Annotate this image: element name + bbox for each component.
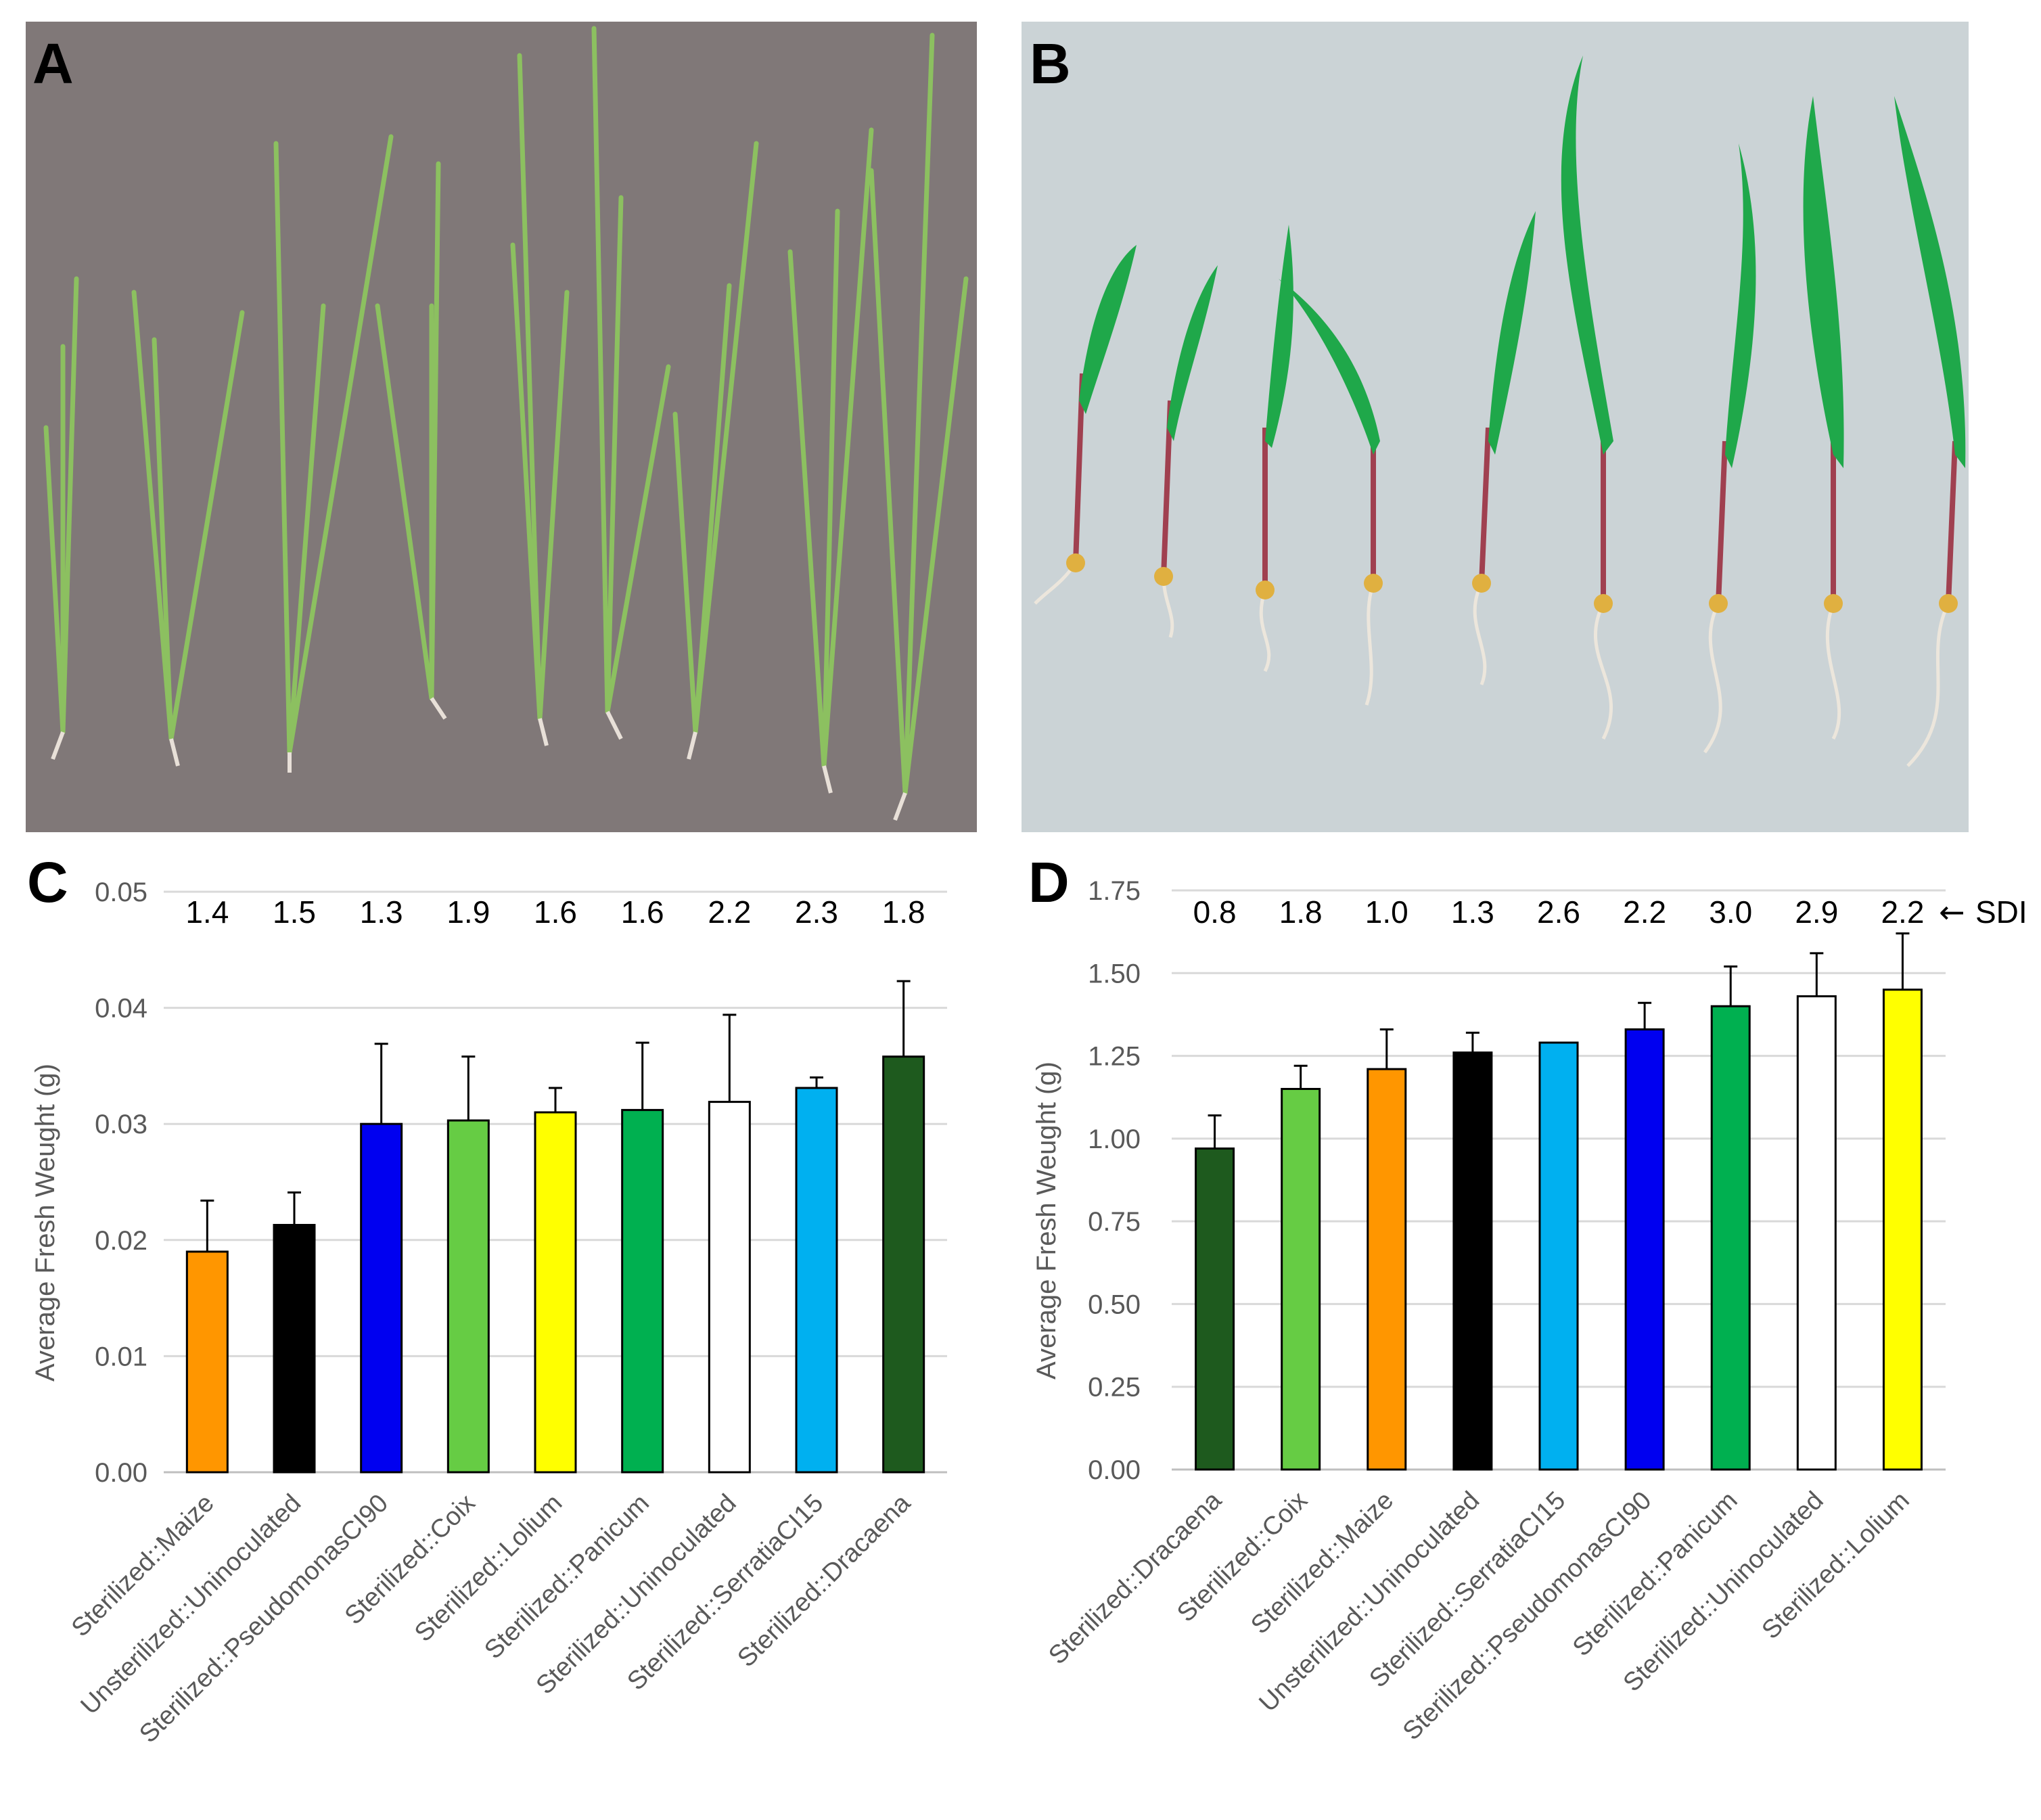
sdi-value: 1.4 [185, 894, 229, 930]
bar [1796, 995, 1837, 1471]
y-tick-label: 0.25 [1088, 1373, 1141, 1403]
panel-label-b: B [1030, 32, 1071, 95]
sdi-value: 2.2 [708, 894, 751, 930]
bar [1538, 1041, 1579, 1471]
y-tick-label: 1.25 [1088, 1042, 1141, 1072]
y-tick-label: 0.02 [95, 1226, 147, 1256]
category-label: Sterilized::Maize [66, 1489, 220, 1643]
y-tick-label: 1.00 [1088, 1124, 1141, 1154]
sdi-value: 2.2 [1881, 894, 1924, 930]
photo-a [26, 22, 977, 832]
bar [795, 1087, 838, 1474]
bar [1882, 988, 1923, 1471]
sdi-value: 2.9 [1795, 894, 1838, 930]
maize-seedlings-illustration [1022, 22, 1969, 832]
y-axis-label: Average Fresh Weught (g) [1032, 1062, 1061, 1380]
chart-c-group: 0.00 0.01 0.02 0.03 0.04 0.05 Average Fresh We… [30, 878, 947, 1748]
y-tick-label: 0.01 [95, 1342, 147, 1371]
sdi-value: 1.0 [1365, 894, 1408, 930]
rice-seedlings-illustration [26, 22, 977, 832]
bar [273, 1223, 316, 1474]
sdi-value: 1.6 [621, 894, 664, 930]
bar [1710, 1005, 1751, 1471]
sdi-value: 2.3 [795, 894, 838, 930]
photo-b [1022, 22, 1969, 832]
category-label: Sterilized::Panicum [479, 1489, 655, 1665]
category-label: Sterilized::Lolium [409, 1489, 568, 1647]
maize-leaves [1079, 55, 1966, 468]
maize-roots [1034, 562, 1950, 767]
sdi-value: 1.9 [446, 894, 490, 930]
sdi-value: 3.0 [1709, 894, 1752, 930]
bar [1452, 1051, 1493, 1471]
bar [1281, 1087, 1321, 1471]
bar [708, 1101, 751, 1474]
bar [621, 1109, 664, 1474]
category-label: Sterilized::Lolium [1757, 1486, 1915, 1645]
panel-label-c: C [27, 850, 68, 914]
panel-label-a: A [32, 32, 74, 95]
category-label: Sterilized::Panicum [1567, 1486, 1743, 1662]
y-tick-label: 1.75 [1088, 876, 1141, 906]
y-tick-label: 0.04 [95, 994, 147, 1024]
bar [1195, 1147, 1235, 1471]
y-tick-label: 0.00 [95, 1458, 147, 1488]
maize-stems [1073, 373, 1958, 604]
y-tick-label: 0.75 [1088, 1207, 1141, 1237]
bar [534, 1111, 577, 1474]
y-tick-label: 1.50 [1088, 959, 1141, 988]
category-label: Sterilized::Maize [1245, 1486, 1399, 1640]
category-label: Sterilized::Dracaena [732, 1488, 916, 1673]
y-tick-label: 0.05 [95, 878, 147, 907]
sdi-value: 1.5 [273, 894, 316, 930]
sdi-value: 1.3 [360, 894, 403, 930]
sdi-value: 0.8 [1193, 894, 1237, 930]
y-tick-label: 0.50 [1088, 1290, 1141, 1319]
sdi-arrow-icon: ← [1939, 894, 1965, 930]
panel-label-d: D [1028, 850, 1070, 914]
bar [446, 1119, 490, 1474]
sdi-value: 2.6 [1537, 894, 1580, 930]
y-tick-label: 0.03 [95, 1110, 147, 1139]
sdi-value: 1.6 [534, 894, 577, 930]
sdi-label: SDI [1975, 894, 2027, 930]
bar [360, 1122, 403, 1474]
rice-seedlings [43, 26, 969, 796]
bar [1367, 1068, 1407, 1471]
sdi-value: 1.3 [1451, 894, 1494, 930]
sdi-value: 1.8 [1279, 894, 1323, 930]
maize-seeds [1066, 553, 1958, 613]
sdi-value: 2.2 [1623, 894, 1666, 930]
y-tick-label: 0.00 [1088, 1455, 1141, 1485]
bar [185, 1250, 229, 1474]
chart-d-group: 0.00 0.25 0.50 0.75 1.00 1.25 1.50 1.75 Average … [1032, 876, 1946, 1746]
bar [882, 1055, 925, 1474]
y-axis-label: Average Fresh Weught (g) [30, 1064, 60, 1382]
sdi-value: 1.8 [882, 894, 925, 930]
rice-roots [51, 697, 907, 821]
category-label: Sterilized::Dracaena [1043, 1486, 1227, 1670]
bar [1624, 1028, 1665, 1471]
